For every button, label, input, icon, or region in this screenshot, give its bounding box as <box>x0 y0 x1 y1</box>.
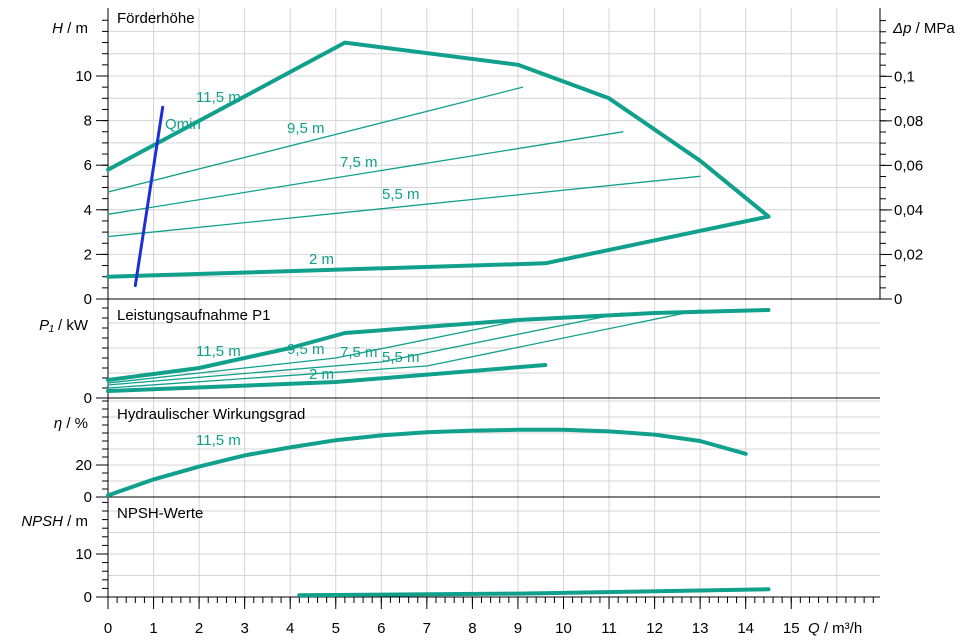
x-tick-label: 0 <box>104 620 112 637</box>
x-tick-label: 2 <box>195 620 203 637</box>
head-y2-axis-label: Δp / MPa <box>892 20 955 37</box>
curve-label-power-11-5: 11,5 m <box>196 343 241 360</box>
x-tick-label: 7 <box>423 620 431 637</box>
power-y-axis-label: P₁ / kW <box>39 317 89 334</box>
x-tick-label: 5 <box>332 620 340 637</box>
y-tick-label: 10 <box>75 546 92 563</box>
series-line-head-3 <box>107 175 701 238</box>
y2-tick-label: 0,08 <box>894 113 923 130</box>
curve-label-head-2: 2 m <box>309 251 334 268</box>
curve-label-head-qmin: Qmin <box>165 116 201 133</box>
efficiency-y-unit: / % <box>62 415 88 432</box>
y-tick-label: 6 <box>84 157 92 174</box>
x-tick-label: 13 <box>692 620 709 637</box>
y-tick-label: 0 <box>84 390 92 407</box>
y-tick-label: 0 <box>84 489 92 506</box>
x-axis-symbol: Q <box>808 620 820 637</box>
npsh-y-symbol: NPSH <box>21 513 63 530</box>
curve-label-efficiency-11-5: 11,5 m <box>196 432 241 449</box>
curve-label-head-5-5: 5,5 m <box>382 186 420 203</box>
curve-label-power-2: 2 m <box>309 366 334 383</box>
npsh-panel-title: NPSH-Werte <box>117 505 203 522</box>
efficiency-panel-title: Hydraulischer Wirkungsgrad <box>117 406 305 423</box>
y-tick-label: 20 <box>75 457 92 474</box>
head-y-unit: / m <box>63 20 88 37</box>
head-y-axis-label: H / m <box>52 20 88 37</box>
text-layer: Förderhöhe Leistungsaufnahme P1 Hydrauli… <box>21 10 955 637</box>
series-line-head-0 <box>106 40 771 219</box>
x-tick-label: 8 <box>468 620 476 637</box>
efficiency-y-axis-label: η / % <box>54 415 88 432</box>
y2-tick-label: 0,02 <box>894 246 923 263</box>
x-tick-label: 6 <box>377 620 385 637</box>
series-line-power-3 <box>107 309 701 389</box>
power-y-symbol: P₁ <box>39 317 54 334</box>
head-y2-unit: / MPa <box>911 20 955 37</box>
x-tick-label: 4 <box>286 620 294 637</box>
series-line-power-0 <box>106 308 771 382</box>
series-line-head-1 <box>107 86 524 193</box>
series-line-head-2 <box>107 131 624 215</box>
y-tick-label: 0 <box>84 291 92 308</box>
x-tick-label: 11 <box>601 620 617 637</box>
curve-label-head-9-5: 9,5 m <box>287 120 325 137</box>
power-y-unit: / kW <box>54 317 89 334</box>
y-tick-label: 10 <box>75 68 92 85</box>
series-layer <box>106 40 771 598</box>
series-line-power-1 <box>107 319 524 384</box>
y-tick-label: 0 <box>84 589 92 606</box>
x-axis-unit: / m³/h <box>820 620 863 637</box>
grid-layer <box>107 8 880 598</box>
x-tick-label: 12 <box>646 620 663 637</box>
curve-label-power-9-5: 9,5 m <box>287 341 325 358</box>
curve-label-head-11-5: 11,5 m <box>196 89 241 106</box>
x-axis-label: Q / m³/h <box>808 620 862 637</box>
y-tick-label: 4 <box>84 202 92 219</box>
series-line-efficiency-0 <box>106 427 748 498</box>
y2-tick-label: 0,1 <box>894 68 915 85</box>
y-tick-label: 2 <box>84 246 92 263</box>
npsh-y-unit: / m <box>63 513 88 530</box>
head-y-symbol: H <box>52 20 63 37</box>
curve-label-power-5-5: 5,5 m <box>382 349 420 366</box>
x-tick-label: 15 <box>783 620 800 637</box>
x-tick-label: 10 <box>555 620 572 637</box>
head-panel-title: Förderhöhe <box>117 10 195 27</box>
head-y2-symbol: Δp <box>892 20 911 37</box>
y2-tick-label: 0,04 <box>894 202 923 219</box>
curve-label-power-7-5: 7,5 m <box>340 344 378 361</box>
x-tick-label: 1 <box>149 620 157 637</box>
series-line-head-4 <box>106 214 771 279</box>
npsh-y-axis-label: NPSH / m <box>21 513 88 530</box>
x-tick-label: 9 <box>514 620 522 637</box>
series-line-npsh-0 <box>297 587 771 598</box>
y2-tick-label: 0,06 <box>894 157 923 174</box>
power-panel-title: Leistungsaufnahme P1 <box>117 307 270 324</box>
efficiency-y-symbol: η <box>54 415 62 432</box>
curve-label-head-7-5: 7,5 m <box>340 154 378 171</box>
y-tick-label: 8 <box>84 113 92 130</box>
x-tick-label: 14 <box>737 620 754 637</box>
series-line-head-5 <box>133 105 165 288</box>
y2-tick-label: 0 <box>894 291 902 308</box>
series-line-power-4 <box>106 363 548 393</box>
x-tick-label: 3 <box>240 620 248 637</box>
series-line-power-2 <box>107 312 624 386</box>
